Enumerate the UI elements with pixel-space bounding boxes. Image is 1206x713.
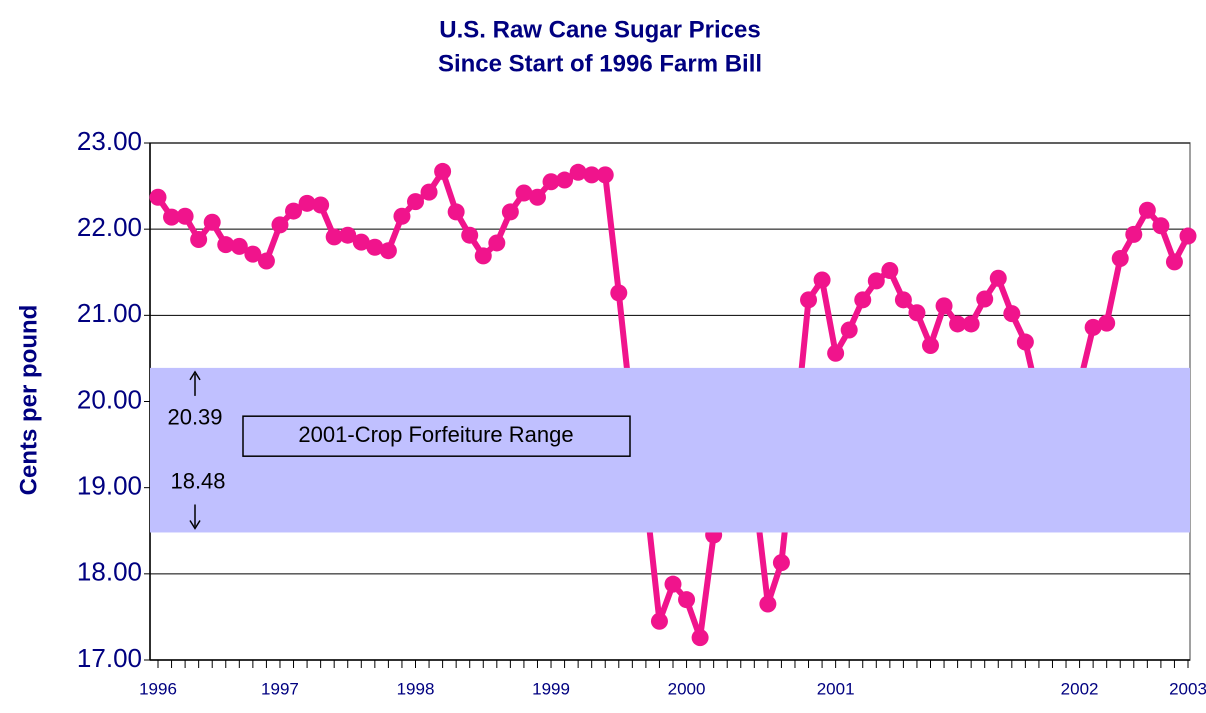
y-tick-label: 21.00 (77, 298, 142, 328)
chart-title: U.S. Raw Cane Sugar Prices (439, 16, 760, 43)
data-point (271, 216, 289, 234)
data-point (867, 272, 885, 290)
data-point (149, 188, 167, 206)
data-point (203, 213, 221, 231)
arrow-head (189, 520, 201, 530)
data-point (190, 231, 208, 249)
data-point (1152, 217, 1170, 235)
data-point (285, 202, 303, 220)
data-point (813, 271, 831, 289)
chart-subtitle: Since Start of 1996 Farm Bill (438, 50, 762, 77)
data-point (420, 183, 438, 201)
data-point (298, 194, 316, 212)
data-point (217, 236, 235, 254)
data-point (691, 629, 709, 647)
data-point (949, 315, 967, 333)
data-point (474, 247, 492, 265)
band-bottom-label: 18.48 (170, 468, 225, 493)
x-tick-label: 2002 (1061, 679, 1099, 698)
data-point (339, 226, 357, 244)
x-tick-label: 1999 (532, 679, 570, 698)
data-point (894, 291, 912, 309)
forfeiture-band (150, 367, 1190, 533)
data-point (989, 269, 1007, 287)
data-point (1003, 305, 1021, 323)
data-point (366, 238, 384, 256)
data-point (461, 226, 479, 244)
y-tick-label: 18.00 (77, 557, 142, 587)
data-point (488, 234, 506, 252)
y-tick-label: 19.00 (77, 471, 142, 501)
data-point (922, 336, 939, 354)
data-point (610, 284, 628, 302)
data-point (528, 188, 546, 206)
x-tick-label: 2001 (817, 679, 855, 698)
y-axis-label: Cents per pound (15, 305, 42, 496)
data-point (447, 203, 465, 221)
x-tick-label: 1998 (397, 679, 435, 698)
data-point (569, 163, 587, 181)
data-point (352, 233, 370, 251)
data-point (542, 173, 560, 191)
data-point (1179, 227, 1197, 245)
data-point (881, 262, 899, 280)
data-point (325, 228, 343, 246)
data-point (257, 252, 275, 270)
data-point (1125, 225, 1143, 243)
data-point (935, 297, 953, 315)
band-label-box (242, 415, 631, 457)
data-point (1016, 333, 1034, 351)
data-point (556, 171, 574, 189)
data-point (759, 595, 777, 613)
y-tick-label: 23.00 (77, 126, 142, 156)
data-point (976, 290, 994, 308)
x-tick-label: 2003 (1169, 679, 1206, 698)
data-point (772, 554, 790, 572)
data-point (230, 237, 248, 255)
y-tick-label: 17.00 (77, 643, 142, 673)
data-point (1084, 318, 1102, 336)
data-point (393, 207, 411, 225)
y-tick-label: 20.00 (77, 384, 142, 414)
data-point (840, 321, 858, 339)
data-point (827, 344, 845, 362)
data-point (1111, 249, 1129, 267)
data-point (515, 184, 533, 202)
data-point (583, 166, 601, 184)
data-point (664, 575, 682, 593)
data-point (1098, 314, 1116, 332)
data-point (678, 591, 696, 609)
data-point (379, 242, 397, 260)
y-tick-label: 22.00 (77, 212, 142, 242)
arrow-head (189, 370, 201, 381)
band-label: 2001-Crop Forfeiture Range (298, 422, 573, 447)
data-point (312, 196, 330, 214)
data-point (501, 203, 519, 221)
data-point (163, 208, 181, 226)
data-point (407, 193, 424, 211)
data-point (650, 612, 668, 630)
data-point (854, 291, 872, 309)
data-point (1165, 253, 1183, 271)
data-point (908, 304, 926, 322)
data-point (176, 207, 194, 225)
data-point (1138, 201, 1156, 219)
data-point (434, 162, 452, 180)
x-tick-label: 1997 (261, 679, 299, 698)
band-top-label: 20.39 (167, 405, 222, 430)
data-point (800, 291, 818, 309)
x-tick-label: 2000 (668, 679, 706, 698)
data-point (962, 315, 980, 333)
x-tick-label: 1996 (139, 679, 177, 698)
data-point (596, 166, 614, 184)
data-point (244, 245, 262, 263)
